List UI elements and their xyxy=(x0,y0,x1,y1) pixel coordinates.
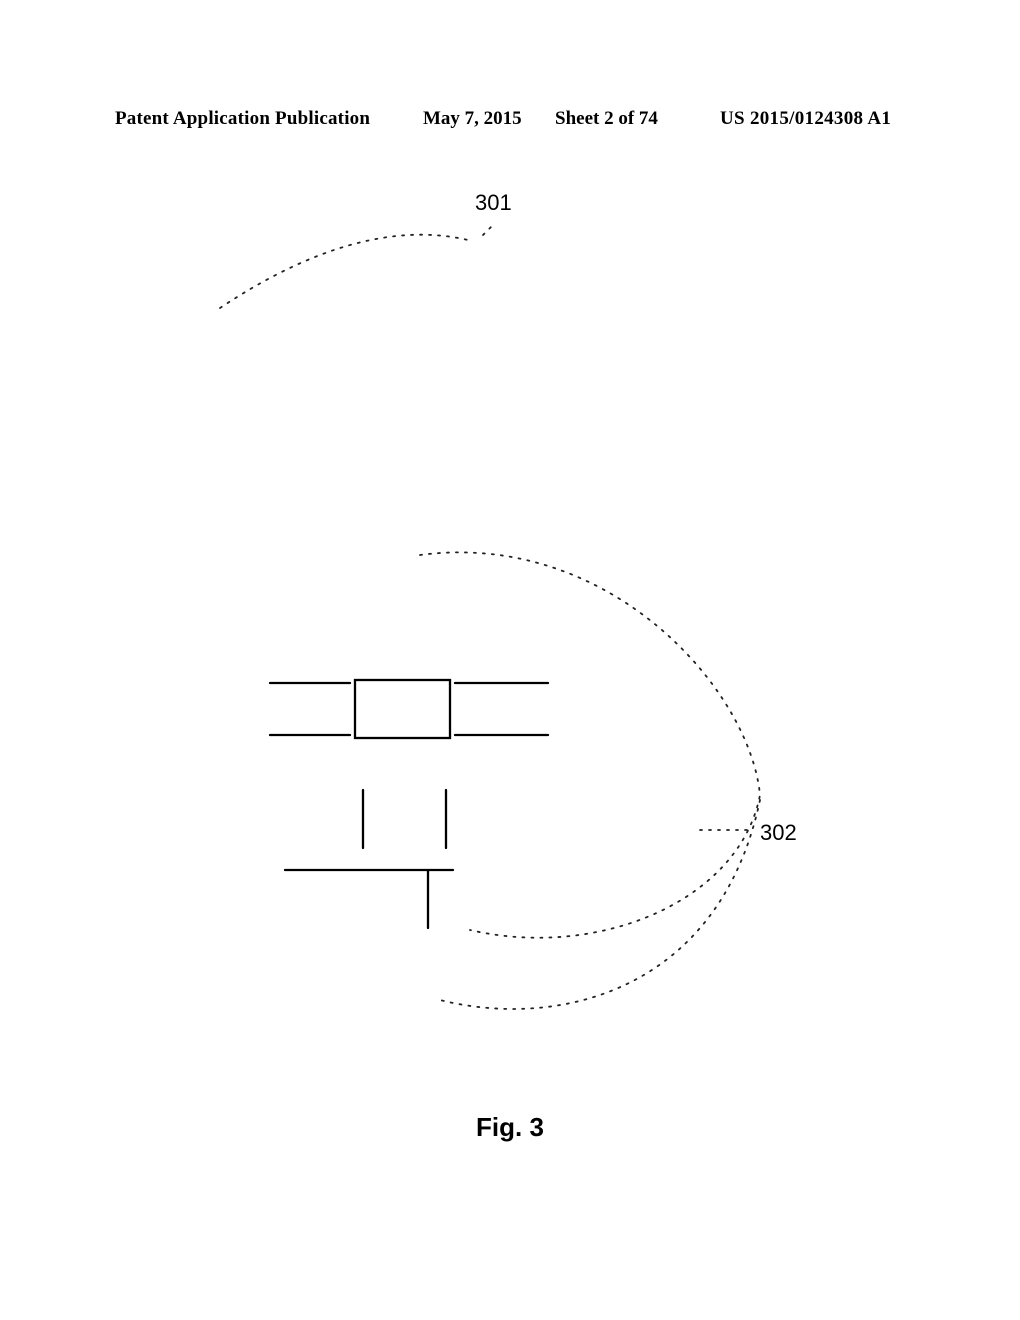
ref-numeral-302: 302 xyxy=(760,820,797,846)
figure-caption: Fig. 3 xyxy=(0,1112,1020,1143)
ref-numeral-301: 301 xyxy=(475,190,512,216)
patent-figure-page: Patent Application Publication May 7, 20… xyxy=(0,0,1020,1320)
